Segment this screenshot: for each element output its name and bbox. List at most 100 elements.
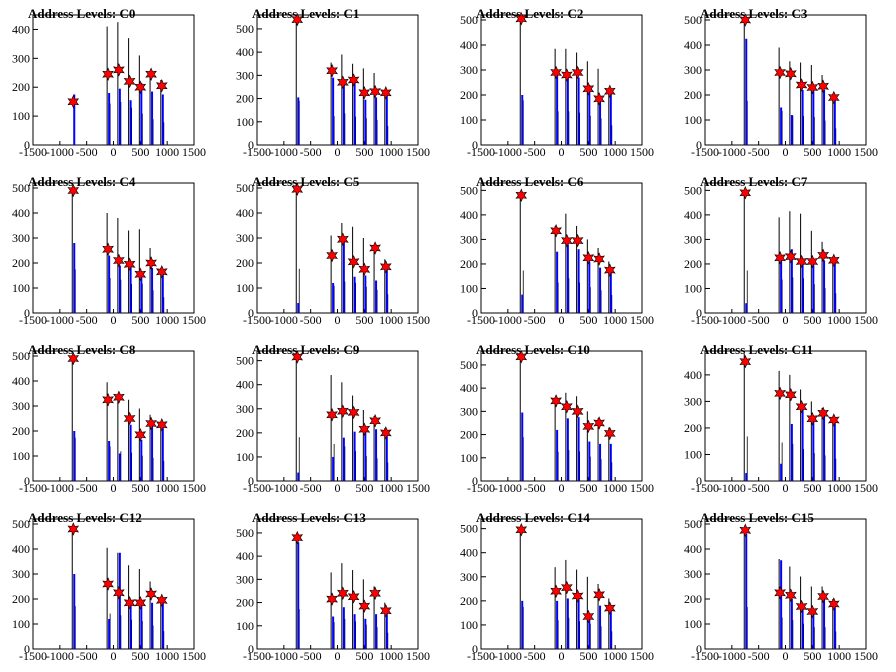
data-bar [566, 418, 569, 481]
data-bar [385, 432, 388, 481]
x-tick-label: -500 [300, 145, 322, 159]
peak-marker [145, 67, 157, 81]
peak-marker [806, 411, 819, 426]
peak-marker [123, 257, 136, 272]
peak-marker [358, 262, 371, 277]
peak-marker [67, 522, 80, 536]
chart-svg: Address Levels: C14 0 100 200 300 400 500 -1500… [460, 510, 654, 663]
data-bar [73, 243, 76, 313]
data-bar [364, 275, 367, 313]
x-tick-label: 500 [803, 313, 821, 327]
peak-marker [347, 405, 360, 420]
x-tick-label: -1500 [467, 649, 495, 663]
peak-marker [102, 67, 114, 81]
data-bar [588, 85, 591, 145]
data-bar [588, 617, 591, 649]
peak-marker [369, 84, 381, 99]
y-tick-label: 300 [684, 567, 702, 581]
data-bar [151, 602, 154, 649]
data-bar [577, 417, 580, 481]
data-bar [801, 90, 804, 145]
data-bar [364, 99, 367, 145]
data-bar [161, 601, 164, 649]
chart-title: Address Levels: C3 [700, 6, 808, 21]
x-tick-label: 1500 [854, 145, 878, 159]
peak-marker [827, 90, 840, 105]
x-tick-label: 500 [131, 145, 149, 159]
data-bar [609, 88, 612, 145]
data-bar [745, 303, 748, 313]
data-bar [801, 261, 804, 313]
peak-marker [561, 68, 573, 82]
data-bar [599, 267, 602, 313]
chart-title: Address Levels: C8 [28, 342, 136, 357]
x-tick-label: 0 [335, 145, 341, 159]
peak-marker [145, 587, 157, 601]
plot-frame [480, 14, 643, 146]
x-tick-label: 1000 [603, 649, 627, 663]
y-tick-label: 300 [236, 68, 254, 82]
x-tick-label: -1000 [270, 313, 298, 327]
y-tick-label: 300 [12, 399, 30, 413]
data-bar [375, 429, 378, 481]
peak-marker [827, 413, 840, 427]
data-bar [556, 251, 559, 313]
data-bar [129, 424, 132, 481]
data-bar [73, 94, 76, 145]
peak-marker [337, 75, 349, 90]
peak-marker [582, 82, 595, 96]
y-tick-label: 100 [684, 447, 702, 461]
peak-marker [67, 351, 80, 366]
peak-marker [347, 255, 360, 269]
peak-marker [550, 394, 562, 408]
peak-marker [515, 12, 528, 26]
peak-marker [571, 404, 584, 419]
y-tick-label: 500 [684, 517, 702, 531]
peak-marker [774, 251, 786, 265]
peak-marker [561, 580, 573, 595]
y-tick-label: 400 [12, 542, 30, 556]
x-tick-label: 1000 [827, 313, 851, 327]
x-tick-label: -1000 [270, 481, 298, 495]
y-tick-label: 500 [236, 181, 254, 195]
x-tick-label: 0 [111, 649, 117, 663]
x-tick-label: -1500 [691, 649, 719, 663]
y-tick-label: 200 [236, 256, 254, 270]
peak-marker [806, 80, 819, 95]
peak-marker [337, 232, 349, 247]
data-bar [566, 73, 569, 145]
data-bar [353, 614, 356, 649]
y-tick-label: 500 [460, 13, 478, 27]
data-bar [833, 100, 836, 145]
y-tick-label: 400 [12, 22, 30, 36]
peak-marker [795, 254, 808, 269]
x-tick-label: 0 [559, 313, 565, 327]
data-bar [297, 472, 300, 481]
peak-marker [550, 224, 562, 238]
y-tick-label: 200 [684, 592, 702, 606]
chart-title: Address Levels: C1 [252, 6, 359, 21]
peak-marker [785, 588, 797, 603]
y-tick-label: 300 [460, 63, 478, 77]
y-tick-label: 300 [12, 567, 30, 581]
y-tick-label: 100 [684, 113, 702, 127]
data-bar [385, 95, 388, 145]
peak-marker [291, 530, 304, 545]
y-tick-label: 0 [24, 306, 30, 320]
data-bar [577, 249, 580, 313]
peak-marker [379, 426, 392, 440]
x-tick-label: -500 [524, 145, 546, 159]
y-tick-label: 100 [460, 451, 478, 465]
data-bar [73, 431, 76, 481]
data-bar [364, 431, 367, 481]
x-tick-label: -1500 [243, 649, 271, 663]
y-tick-label: 0 [696, 138, 702, 152]
peak-marker [774, 65, 786, 80]
y-tick-label: 400 [684, 38, 702, 52]
peak-marker [515, 188, 528, 203]
peak-marker [603, 263, 616, 277]
peak-marker [515, 523, 528, 537]
y-tick-label: 400 [236, 45, 254, 59]
peak-marker [134, 596, 147, 610]
data-bar [364, 618, 367, 649]
